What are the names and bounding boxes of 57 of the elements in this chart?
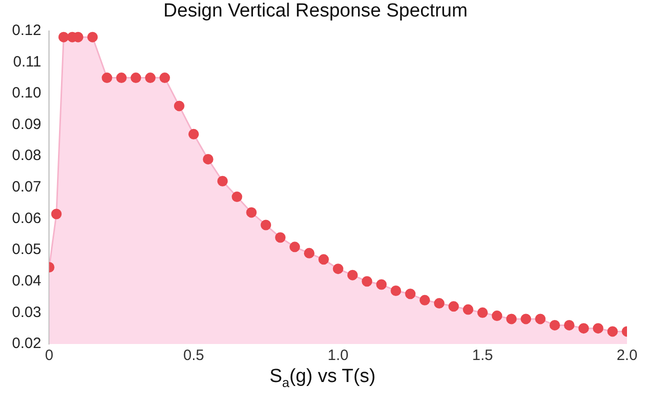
y-tick-label: 0.07 bbox=[12, 178, 42, 196]
point bbox=[246, 207, 257, 218]
x-tick-label: 1.0 bbox=[328, 347, 349, 364]
y-tick-label: 0.12 bbox=[12, 22, 42, 39]
point bbox=[550, 320, 560, 330]
point bbox=[304, 248, 314, 258]
point bbox=[232, 192, 242, 202]
point bbox=[188, 128, 199, 140]
point bbox=[434, 298, 444, 309]
point bbox=[506, 314, 517, 324]
x-tick-label: 0 bbox=[45, 347, 54, 364]
point bbox=[477, 307, 488, 318]
y-tick-label: 0.02 bbox=[12, 335, 42, 352]
point bbox=[116, 72, 127, 84]
point bbox=[160, 72, 170, 84]
point bbox=[174, 100, 184, 112]
point bbox=[592, 323, 604, 334]
point bbox=[275, 232, 286, 243]
point bbox=[564, 320, 574, 330]
y-tick-label: 0.05 bbox=[12, 241, 42, 258]
y-tick-label: 0.06 bbox=[12, 210, 42, 227]
y-tick-label: 0.10 bbox=[12, 84, 42, 102]
point bbox=[145, 72, 156, 84]
point bbox=[535, 314, 546, 324]
point bbox=[217, 176, 228, 186]
x-tick-label: 2.0 bbox=[616, 347, 638, 364]
point bbox=[376, 279, 387, 290]
point bbox=[260, 220, 272, 230]
point bbox=[290, 242, 300, 252]
y-tick-label: 0.08 bbox=[12, 147, 42, 164]
point bbox=[390, 286, 402, 296]
y-tick-label: 0.04 bbox=[12, 272, 42, 290]
x-axis-title: S$_{a}$(g) vs T(s) bbox=[268, 366, 377, 390]
point bbox=[362, 276, 372, 287]
x-tick-label: 1.5 bbox=[472, 347, 493, 364]
point bbox=[51, 208, 62, 220]
point bbox=[347, 270, 358, 280]
x-tick-label: 0.5 bbox=[183, 347, 204, 364]
point bbox=[420, 294, 430, 306]
point bbox=[492, 310, 502, 322]
point bbox=[578, 323, 589, 334]
point bbox=[332, 264, 344, 274]
point bbox=[130, 72, 142, 84]
point bbox=[58, 32, 69, 42]
y-tick-label: 0.03 bbox=[12, 304, 42, 321]
point bbox=[462, 304, 474, 315]
point bbox=[607, 326, 618, 337]
point bbox=[318, 254, 329, 265]
point bbox=[448, 301, 459, 312]
point bbox=[202, 154, 214, 164]
y-tick-label: 0.09 bbox=[12, 116, 42, 133]
point bbox=[405, 288, 416, 300]
chart-title: Design Vertical Response Spectrum bbox=[163, 0, 468, 22]
point bbox=[102, 72, 112, 84]
y-tick-label: 0.11 bbox=[13, 53, 42, 70]
point bbox=[520, 314, 532, 324]
point bbox=[87, 32, 98, 42]
